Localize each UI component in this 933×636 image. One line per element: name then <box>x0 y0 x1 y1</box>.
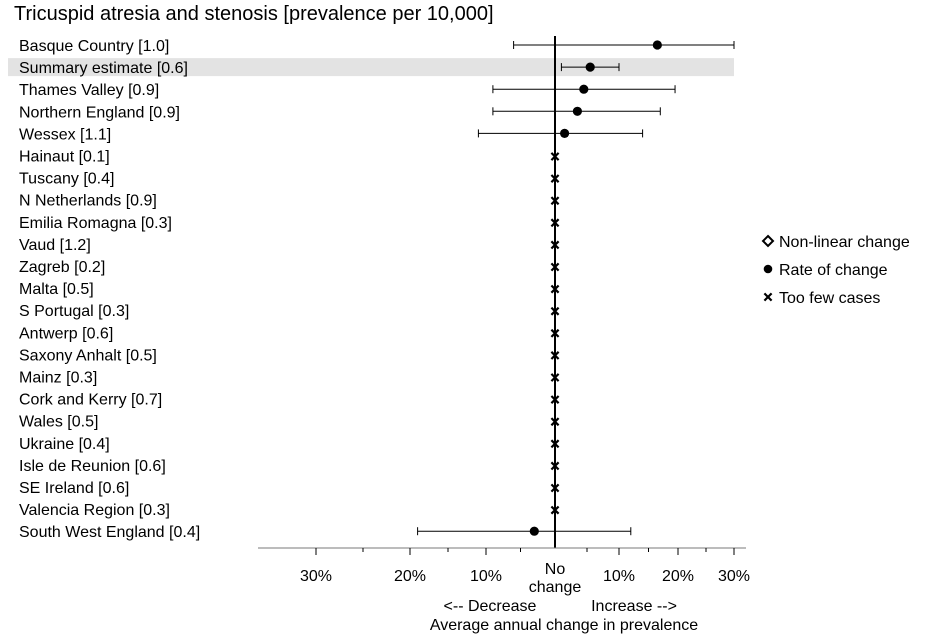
x-axis-title: Average annual change in prevalence <box>430 617 698 634</box>
row-label: Tuscany [0.4] <box>19 171 114 188</box>
row-label: Northern England [0.9] <box>19 104 180 121</box>
too-few-cases-marker <box>550 262 560 272</box>
too-few-cases-marker <box>550 461 560 471</box>
x-tick-label: 30% <box>300 568 332 585</box>
row-label: Isle de Reunion [0.6] <box>19 458 166 475</box>
x-tick-label: 20% <box>662 568 694 585</box>
too-few-cases-marker <box>550 284 560 294</box>
too-few-cases-marker <box>550 152 560 161</box>
legend-label: Rate of change <box>779 262 888 279</box>
decrease-label: <-- Decrease <box>444 598 537 615</box>
rate-of-change-point <box>572 106 583 116</box>
row-label: N Netherlands [0.9] <box>19 193 157 210</box>
x-tick-label: 30% <box>718 568 750 585</box>
x-tick-label: 10% <box>470 568 502 585</box>
x-tick-label: 20% <box>394 568 426 585</box>
legend-label: Too few cases <box>779 290 880 307</box>
too-few-cases-marker <box>550 240 560 250</box>
row-label: SE Ireland [0.6] <box>19 480 129 497</box>
row-label: Emilia Romagna [0.3] <box>19 215 172 232</box>
dot-icon <box>763 264 773 274</box>
rate-of-change-point <box>579 84 589 94</box>
row-label: Hainaut [0.1] <box>19 149 110 166</box>
too-few-cases-marker <box>550 351 560 360</box>
too-few-cases-marker <box>550 417 560 427</box>
too-few-cases-marker <box>550 439 560 449</box>
row-label: S Portugal [0.3] <box>19 303 129 320</box>
too-few-cases-marker <box>550 483 560 493</box>
row-label: Wales [0.5] <box>19 414 98 431</box>
too-few-cases-marker <box>550 218 560 228</box>
rate-of-change-point <box>652 40 662 50</box>
row-label: Wessex [1.1] <box>19 126 111 143</box>
row-label: Valencia Region [0.3] <box>19 502 170 519</box>
x-tick-label: 10% <box>603 568 635 585</box>
rate-of-change-point <box>529 526 539 536</box>
chart-title: Tricuspid atresia and stenosis [prevalen… <box>14 3 494 25</box>
too-few-cases-marker <box>550 196 560 206</box>
row-label: Ukraine [0.4] <box>19 436 110 453</box>
legend-item: Rate of change <box>763 262 888 279</box>
diamond-icon <box>761 234 775 248</box>
row-label: Zagreb [0.2] <box>19 259 105 276</box>
row-label: Basque Country [1.0] <box>19 38 169 55</box>
row-label: Saxony Anhalt [0.5] <box>19 347 157 364</box>
too-few-cases-marker <box>550 174 560 183</box>
legend-item: Non-linear change <box>761 234 910 251</box>
row-label: South West England [0.4] <box>19 524 200 541</box>
x-tick-label-no-change: No change <box>529 561 582 596</box>
row-label: Mainz [0.3] <box>19 370 97 387</box>
too-few-cases-marker <box>550 395 560 404</box>
row-label: Thames Valley [0.9] <box>19 82 159 99</box>
too-few-cases-marker <box>550 328 560 338</box>
legend-label: Non-linear change <box>779 234 910 251</box>
row-label: Cork and Kerry [0.7] <box>19 392 162 409</box>
rate-of-change-point <box>585 62 595 72</box>
too-few-cases-marker <box>550 306 560 316</box>
cross-icon <box>763 292 773 302</box>
rate-of-change-point <box>560 128 570 138</box>
too-few-cases-marker <box>550 505 560 515</box>
row-label: Summary estimate [0.6] <box>19 60 188 77</box>
legend-item: Too few cases <box>763 290 880 307</box>
row-label: Antwerp [0.6] <box>19 325 113 342</box>
row-label: Malta [0.5] <box>19 281 94 298</box>
row-label: Vaud [1.2] <box>19 237 91 254</box>
increase-label: Increase --> <box>591 598 677 615</box>
summary-highlight-band <box>8 58 734 77</box>
too-few-cases-marker <box>550 373 560 382</box>
